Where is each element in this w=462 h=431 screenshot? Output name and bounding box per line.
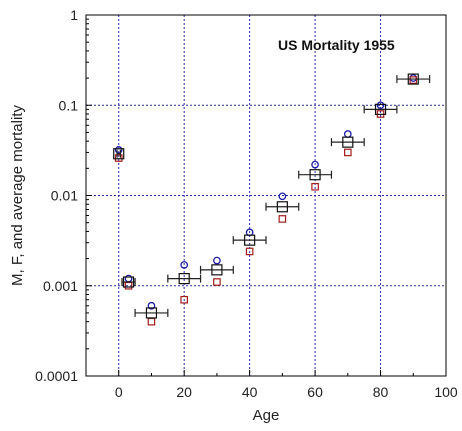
data-point-circle	[311, 160, 319, 169]
data-point-small-square	[344, 148, 352, 157]
data-point-large-square	[374, 103, 387, 115]
y-tick-label: 0.001	[43, 278, 78, 294]
data-marks	[113, 73, 431, 326]
y-tick-label: 1	[70, 7, 78, 23]
data-point-large-square	[113, 148, 125, 160]
data-point-small-square	[409, 76, 418, 84]
axes: 0 20 40 60 80 100 0.0001 0.001 0.01 0.1 1	[35, 7, 458, 400]
data-point-large-square	[407, 73, 419, 85]
x-tick-label: 0	[115, 384, 123, 400]
data-point-large-square	[178, 273, 190, 285]
data-point-large-square	[145, 307, 158, 319]
data-point-circle	[376, 101, 385, 110]
data-point-large-square	[309, 169, 321, 181]
data-point-large-square	[342, 136, 354, 148]
x-tick-label: 40	[242, 384, 258, 400]
data-point-circle	[278, 192, 287, 201]
data-point-small-square	[114, 154, 123, 162]
data-point-circle	[147, 301, 156, 310]
y-axis-title: M, F, and average mortality	[9, 105, 26, 286]
data-point-large-square	[244, 234, 256, 246]
data-point-small-square	[278, 215, 287, 223]
data-point-small-square	[311, 182, 319, 191]
x-axis-title: Age	[253, 407, 280, 424]
grid-lines	[86, 15, 446, 376]
data-point-small-square	[147, 317, 156, 326]
x-tick-label: 80	[373, 384, 389, 400]
data-point-circle	[343, 130, 352, 138]
x-tick-label: 100	[434, 384, 458, 400]
y-tick-label: 0.01	[51, 188, 78, 204]
data-point-small-square	[180, 295, 188, 304]
data-point-small-square	[245, 247, 254, 256]
data-point-circle	[124, 274, 133, 283]
y-tick-label: 0.1	[59, 97, 79, 113]
data-point-large-square	[211, 264, 223, 276]
chart-title: US Mortality 1955	[278, 37, 395, 53]
data-point-circle	[213, 256, 221, 265]
data-point-small-square	[213, 278, 221, 286]
data-point-large-square	[276, 201, 288, 213]
data-point-circle	[180, 261, 189, 269]
data-point-circle	[114, 146, 123, 154]
data-point-circle	[409, 74, 418, 82]
data-point-large-square	[122, 276, 135, 288]
x-tick-label: 20	[176, 384, 192, 400]
y-tick-label: 0.0001	[35, 368, 78, 384]
x-tick-label: 60	[307, 384, 323, 400]
